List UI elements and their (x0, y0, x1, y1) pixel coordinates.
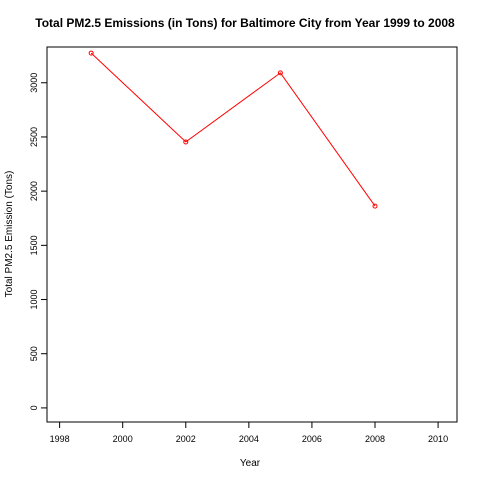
data-point (372, 203, 378, 209)
series-layer (88, 50, 378, 209)
data-point (88, 50, 94, 56)
y-tick-label: 3000 (29, 73, 39, 93)
x-tick-label: 2000 (113, 434, 133, 444)
series-line (90, 52, 376, 207)
chart-title: Total PM2.5 Emissions (in Tons) for Balt… (35, 16, 455, 30)
y-tick-label: 1500 (29, 235, 39, 255)
y-axis-label: Total PM2.5 Emission (Tons) (4, 171, 15, 298)
x-tick-label: 2008 (365, 434, 385, 444)
y-tick-label: 500 (29, 346, 39, 361)
y-axis: 0 500 1000 1500 2000 2500 3000 (29, 73, 47, 410)
y-tick-label: 1000 (29, 290, 39, 310)
x-tick-label: 1998 (50, 434, 70, 444)
x-axis: 1998 2000 2002 2004 2006 2008 2010 (50, 422, 448, 444)
y-tick-label: 2000 (29, 181, 39, 201)
y-tick-label: 2500 (29, 127, 39, 147)
data-point (277, 70, 283, 76)
data-point (183, 139, 189, 145)
y-tick-label: 0 (29, 405, 39, 410)
x-tick-label: 2010 (428, 434, 448, 444)
x-axis-label: Year (240, 458, 261, 469)
plot-frame (46, 46, 458, 423)
x-tick-label: 2004 (239, 434, 259, 444)
x-tick-label: 2006 (302, 434, 322, 444)
x-tick-label: 2002 (176, 434, 196, 444)
